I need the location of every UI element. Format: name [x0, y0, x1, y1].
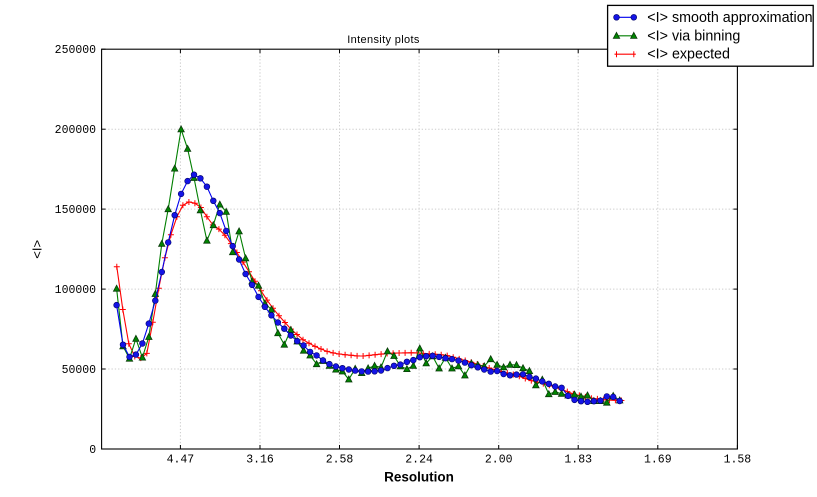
svg-text:Intensity plots: Intensity plots — [347, 34, 420, 46]
svg-text:2.58: 2.58 — [326, 454, 354, 467]
svg-text:<I> smooth approximation: <I> smooth approximation — [647, 10, 812, 26]
svg-text:4.47: 4.47 — [167, 454, 195, 467]
svg-text:Resolution: Resolution — [384, 470, 454, 485]
svg-text:0: 0 — [89, 444, 96, 457]
svg-text:200000: 200000 — [55, 124, 97, 137]
svg-text:1.83: 1.83 — [564, 454, 592, 467]
svg-text:100000: 100000 — [55, 284, 97, 297]
svg-text:150000: 150000 — [55, 204, 97, 217]
svg-text:2.24: 2.24 — [405, 454, 433, 467]
svg-text:3.16: 3.16 — [246, 454, 274, 467]
svg-text:<I> expected: <I> expected — [647, 47, 730, 63]
svg-text:250000: 250000 — [55, 44, 97, 57]
svg-text:1.69: 1.69 — [644, 454, 672, 467]
svg-text:1.58: 1.58 — [724, 454, 752, 467]
svg-text:2.00: 2.00 — [485, 454, 513, 467]
svg-text:<I> via binning: <I> via binning — [647, 28, 740, 44]
svg-text:50000: 50000 — [62, 364, 97, 377]
svg-text:<I>: <I> — [30, 240, 45, 259]
